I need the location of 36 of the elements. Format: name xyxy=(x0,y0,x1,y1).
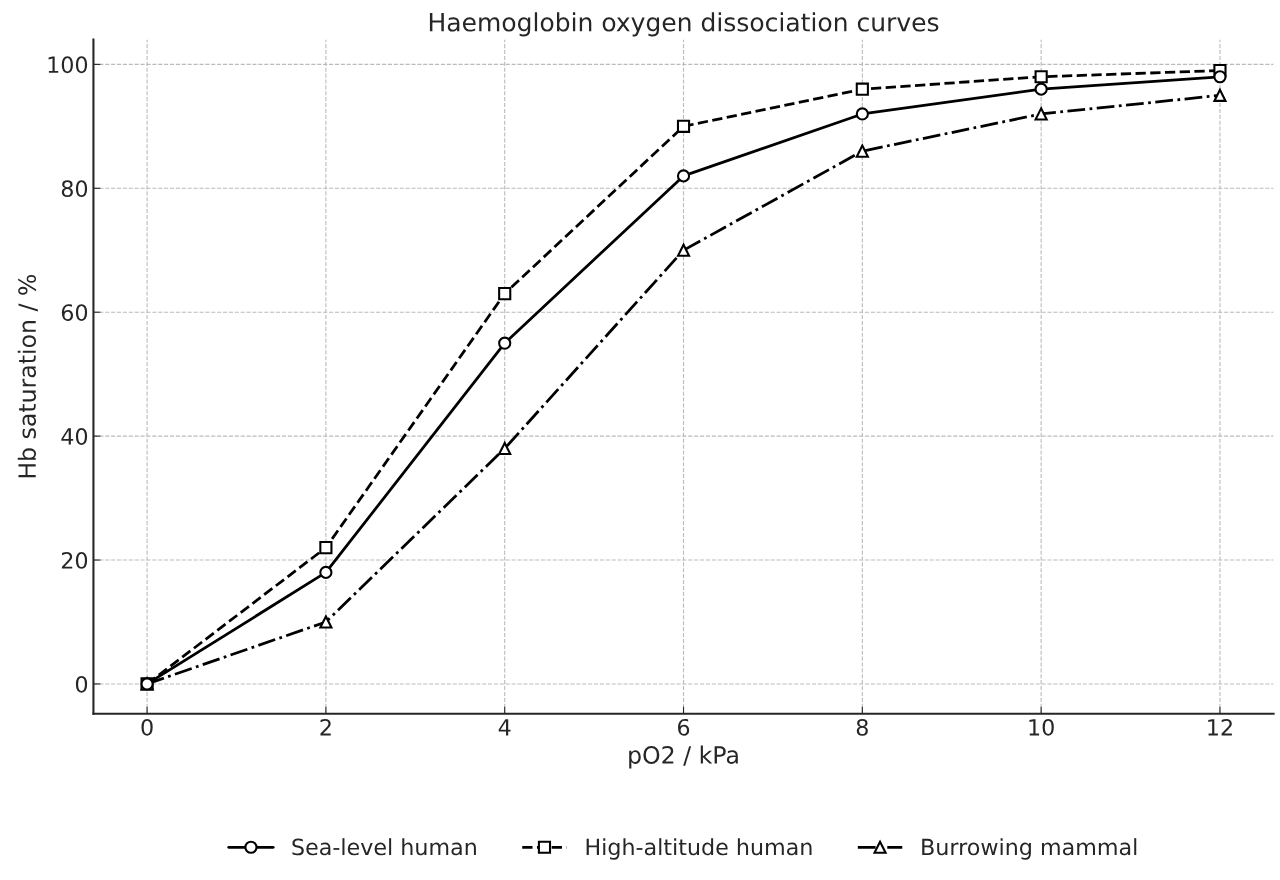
y-tick-label: 40 xyxy=(61,428,88,445)
point xyxy=(319,565,333,580)
point xyxy=(1213,88,1227,102)
y-tick-label: 80 xyxy=(61,180,88,198)
point xyxy=(319,541,333,555)
legend-label: Burrowing mammal xyxy=(922,838,1137,860)
y-tick-label: 100 xyxy=(48,56,88,74)
point xyxy=(676,119,691,133)
x-tick-label: 6 xyxy=(678,718,690,736)
y-tick-label: 20 xyxy=(61,551,88,569)
point xyxy=(1034,70,1048,84)
legend-label: Sea-level human xyxy=(292,838,476,856)
x-tick-label: 12 xyxy=(1208,718,1232,736)
x-tick-label: 2 xyxy=(320,718,331,736)
point xyxy=(855,107,869,121)
legend-label: High-altitude human xyxy=(586,838,812,860)
point xyxy=(855,82,869,96)
point xyxy=(676,169,691,183)
point xyxy=(498,441,512,456)
x-tick-label: 4 xyxy=(498,719,511,736)
point xyxy=(498,287,512,301)
x-tick-label: 10 xyxy=(1029,718,1054,736)
y-axis-title: Hb saturation / % xyxy=(17,274,38,478)
point xyxy=(498,336,512,350)
x-tick-label: 8 xyxy=(856,718,868,736)
point xyxy=(319,615,333,629)
chart-title: Haemoglobin oxygen dissociation curves xyxy=(429,12,939,37)
y-tick-label: 0 xyxy=(75,675,88,693)
point xyxy=(1034,107,1048,121)
x-tick-label: 0 xyxy=(141,718,153,736)
point xyxy=(676,243,691,257)
point xyxy=(855,144,869,158)
point xyxy=(1213,70,1227,84)
point xyxy=(1034,82,1048,96)
x-axis-title: pO2 / kPa xyxy=(629,745,738,769)
y-tick-label: 60 xyxy=(61,304,88,321)
